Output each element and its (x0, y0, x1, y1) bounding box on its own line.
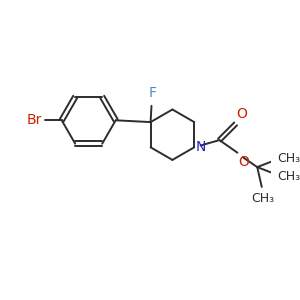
Text: CH₃: CH₃ (277, 169, 300, 183)
Text: F: F (148, 86, 156, 100)
Text: O: O (238, 154, 249, 169)
Text: Br: Br (26, 113, 42, 127)
Text: CH₃: CH₃ (277, 152, 300, 165)
Text: O: O (236, 107, 247, 121)
Text: N: N (195, 140, 206, 154)
Text: CH₃: CH₃ (251, 192, 274, 205)
